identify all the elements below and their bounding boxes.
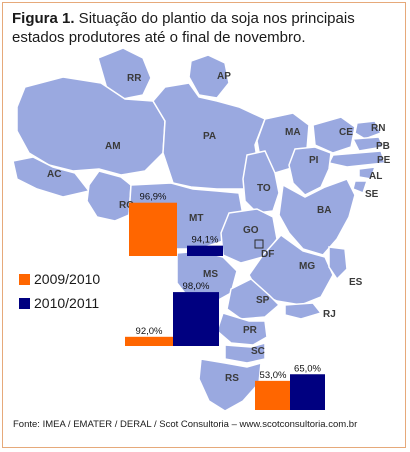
state-ap — [188, 54, 230, 99]
data-label-group2-2010-2011: 98,0% — [183, 281, 210, 292]
bar-group2-2010-2011 — [173, 292, 219, 346]
state-sc — [224, 342, 266, 364]
state-label-rs: RS — [225, 373, 239, 384]
state-rs — [198, 358, 262, 412]
figure-title: Figura 1. Situação do plantio da soja no… — [12, 9, 402, 47]
state-label-pi: PI — [309, 155, 319, 166]
state-label-es: ES — [349, 277, 363, 288]
state-al — [358, 166, 377, 180]
figure-title-bold: Figura 1. — [12, 10, 75, 27]
data-label-group1-2009-2010: 96,9% — [140, 192, 167, 203]
legend-item-2009-2010: 2009/2010 — [19, 267, 100, 291]
state-ce — [312, 116, 356, 154]
state-label-ma: MA — [285, 127, 301, 138]
df-marker — [254, 239, 264, 249]
state-am — [16, 76, 166, 176]
state-label-rn: RN — [371, 123, 385, 134]
state-label-ce: CE — [339, 127, 353, 138]
state-ba — [278, 178, 356, 256]
state-es — [328, 246, 348, 281]
legend-label-2010-2011: 2010/2011 — [34, 295, 100, 311]
state-label-mg: MG — [299, 261, 315, 272]
bar-group3-2010-2011 — [290, 374, 325, 410]
legend-swatch-2010-2011 — [19, 297, 30, 309]
legend-label-2009-2010: 2009/2010 — [34, 271, 101, 287]
figure: Figura 1. Situação do plantio da soja no… — [2, 2, 406, 448]
state-sp — [226, 278, 281, 320]
state-label-ac: AC — [47, 169, 61, 180]
state-label-pr: PR — [243, 325, 258, 336]
bar-group1-2010-2011 — [187, 245, 223, 256]
state-label-ap: AP — [217, 71, 231, 82]
state-label-pa: PA — [203, 131, 216, 142]
state-rj — [284, 302, 323, 320]
bar-group1-2009-2010 — [129, 202, 177, 256]
source-note: Fonte: IMEA / EMATER / DERAL / Scot Cons… — [13, 419, 358, 430]
state-label-mt: MT — [189, 213, 203, 224]
data-label-group3-2009-2010: 53,0% — [260, 370, 287, 381]
state-pb — [351, 136, 385, 152]
state-se — [352, 180, 369, 194]
data-label-group2-2009-2010: 92,0% — [136, 326, 163, 337]
state-label-ro: RO — [119, 200, 134, 211]
state-pi — [288, 146, 332, 196]
state-label-se: SE — [365, 189, 379, 200]
bar-group2-2009-2010 — [125, 336, 173, 346]
state-label-pb: PB — [376, 141, 390, 152]
state-label-df: DF — [261, 249, 274, 260]
state-label-al: AL — [369, 171, 382, 182]
state-label-am: AM — [105, 141, 121, 152]
data-label-group3-2010-2011: 65,0% — [294, 363, 321, 374]
state-label-pe: PE — [377, 155, 391, 166]
data-label-group1-2010-2011: 94,1% — [192, 235, 219, 246]
state-rn — [354, 120, 383, 140]
legend-item-2010-2011: 2010/2011 — [19, 291, 100, 315]
state-label-rr: RR — [127, 73, 142, 84]
state-to — [242, 150, 280, 214]
legend: 2009/2010 2010/2011 — [19, 267, 100, 315]
state-label-sp: SP — [256, 295, 270, 306]
bars: 96,9% 94,1% 92,0% 98,0% 53,0% 65,0% — [125, 192, 325, 410]
state-pr — [216, 312, 268, 346]
state-label-to: TO — [257, 183, 271, 194]
legend-swatch-2009-2010 — [19, 273, 30, 285]
state-label-go: GO — [243, 225, 259, 236]
state-ro — [86, 170, 132, 222]
state-label-sc: SC — [251, 346, 265, 357]
state-label-ms: MS — [203, 269, 218, 280]
state-label-ba: BA — [317, 205, 331, 216]
brazil-map: RR AP AM PA MA CE RN PB PE AL SE PI AC RO MT TO BA GO DF MG… — [12, 47, 391, 412]
state-labels: RR AP AM PA MA CE RN PB PE AL SE PI AC RO MT TO BA GO DF MG… — [47, 71, 391, 384]
bar-group3-2009-2010 — [255, 380, 291, 410]
figure-title-text: Situação do plantio da soja nos principa… — [12, 10, 355, 46]
state-label-rj: RJ — [323, 309, 336, 320]
